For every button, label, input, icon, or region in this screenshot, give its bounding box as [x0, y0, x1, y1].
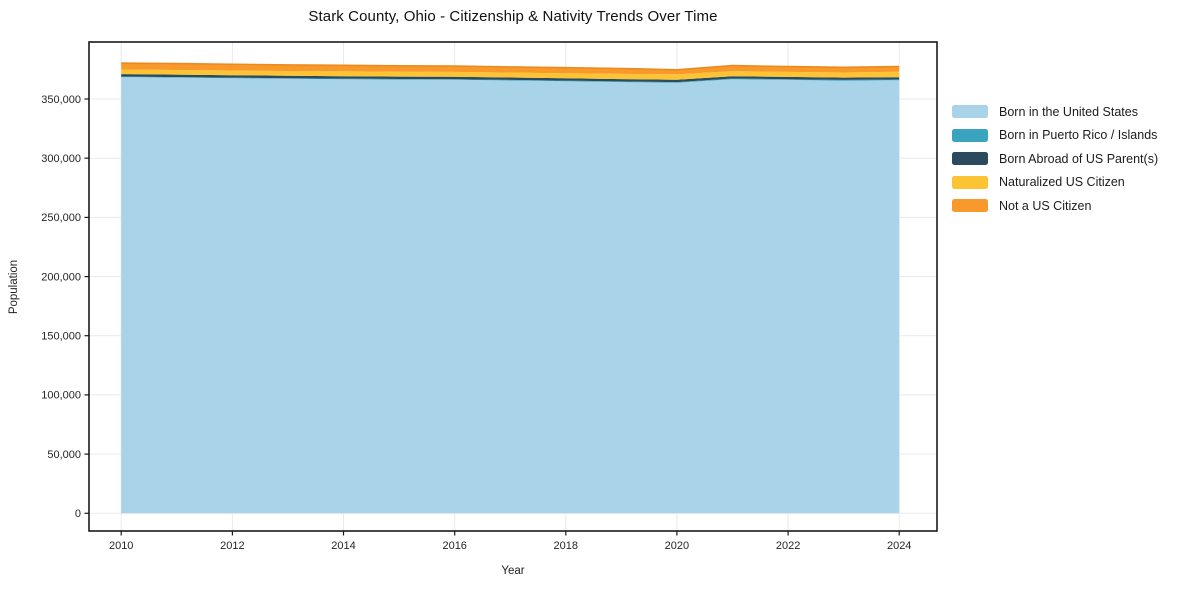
y-tick-label: 200,000: [41, 271, 81, 283]
x-tick-label: 2024: [887, 540, 911, 552]
x-tick-label: 2016: [442, 540, 466, 552]
legend-swatch: [952, 175, 988, 189]
x-tick-label: 2022: [776, 540, 800, 552]
area-naturalized-us-citizen: [121, 69, 900, 80]
legend-item-not-a-us-citizen: Not a US Citizen: [952, 194, 1158, 218]
y-tick-label: 250,000: [41, 212, 81, 224]
edge-line-not-a-us-citizen: [121, 62, 900, 71]
legend-swatch: [952, 199, 988, 213]
y-tick-label: 0: [75, 508, 81, 520]
y-tick-label: 50,000: [47, 449, 81, 461]
legend-item-born-in-puerto-rico-islands: Born in Puerto Rico / Islands: [952, 124, 1158, 148]
y-axis-label: Population: [8, 259, 20, 315]
legend-label: Not a US Citizen: [999, 198, 1092, 213]
legend-label: Naturalized US Citizen: [999, 175, 1125, 190]
chart-title: Stark County, Ohio - Citizenship & Nativ…: [308, 8, 718, 25]
legend-label: Born in the United States: [999, 104, 1138, 119]
legend-swatch: [952, 105, 988, 119]
legend-swatch: [952, 128, 988, 142]
plot-border: [88, 41, 938, 532]
x-tick-label: 2012: [220, 540, 244, 552]
legend-item-naturalized-us-citizen: Naturalized US Citizen: [952, 171, 1158, 195]
area-born-in-the-united-states: [121, 77, 900, 514]
legend-label: Born in Puerto Rico / Islands: [999, 128, 1158, 143]
area-not-a-us-citizen: [121, 63, 900, 75]
x-tick-label: 2018: [554, 540, 578, 552]
x-tick-label: 2014: [331, 540, 355, 552]
y-tick-label: 300,000: [41, 153, 81, 165]
y-tick-label: 350,000: [41, 94, 81, 106]
legend-item-born-abroad-of-us-parent-s: Born Abroad of US Parent(s): [952, 147, 1158, 171]
area-born-abroad-of-us-parent-s: [121, 74, 900, 83]
x-axis-label: Year: [501, 565, 525, 577]
legend-label: Born Abroad of US Parent(s): [999, 151, 1159, 166]
legend-item-born-in-the-united-states: Born in the United States: [952, 100, 1158, 124]
legend-swatch: [952, 152, 988, 166]
x-tick-label: 2020: [665, 540, 689, 552]
y-tick-label: 150,000: [41, 331, 81, 343]
x-tick-label: 2010: [109, 540, 133, 552]
y-tick-label: 100,000: [41, 390, 81, 402]
legend: Born in the United States Born in Puerto …: [952, 100, 1158, 218]
